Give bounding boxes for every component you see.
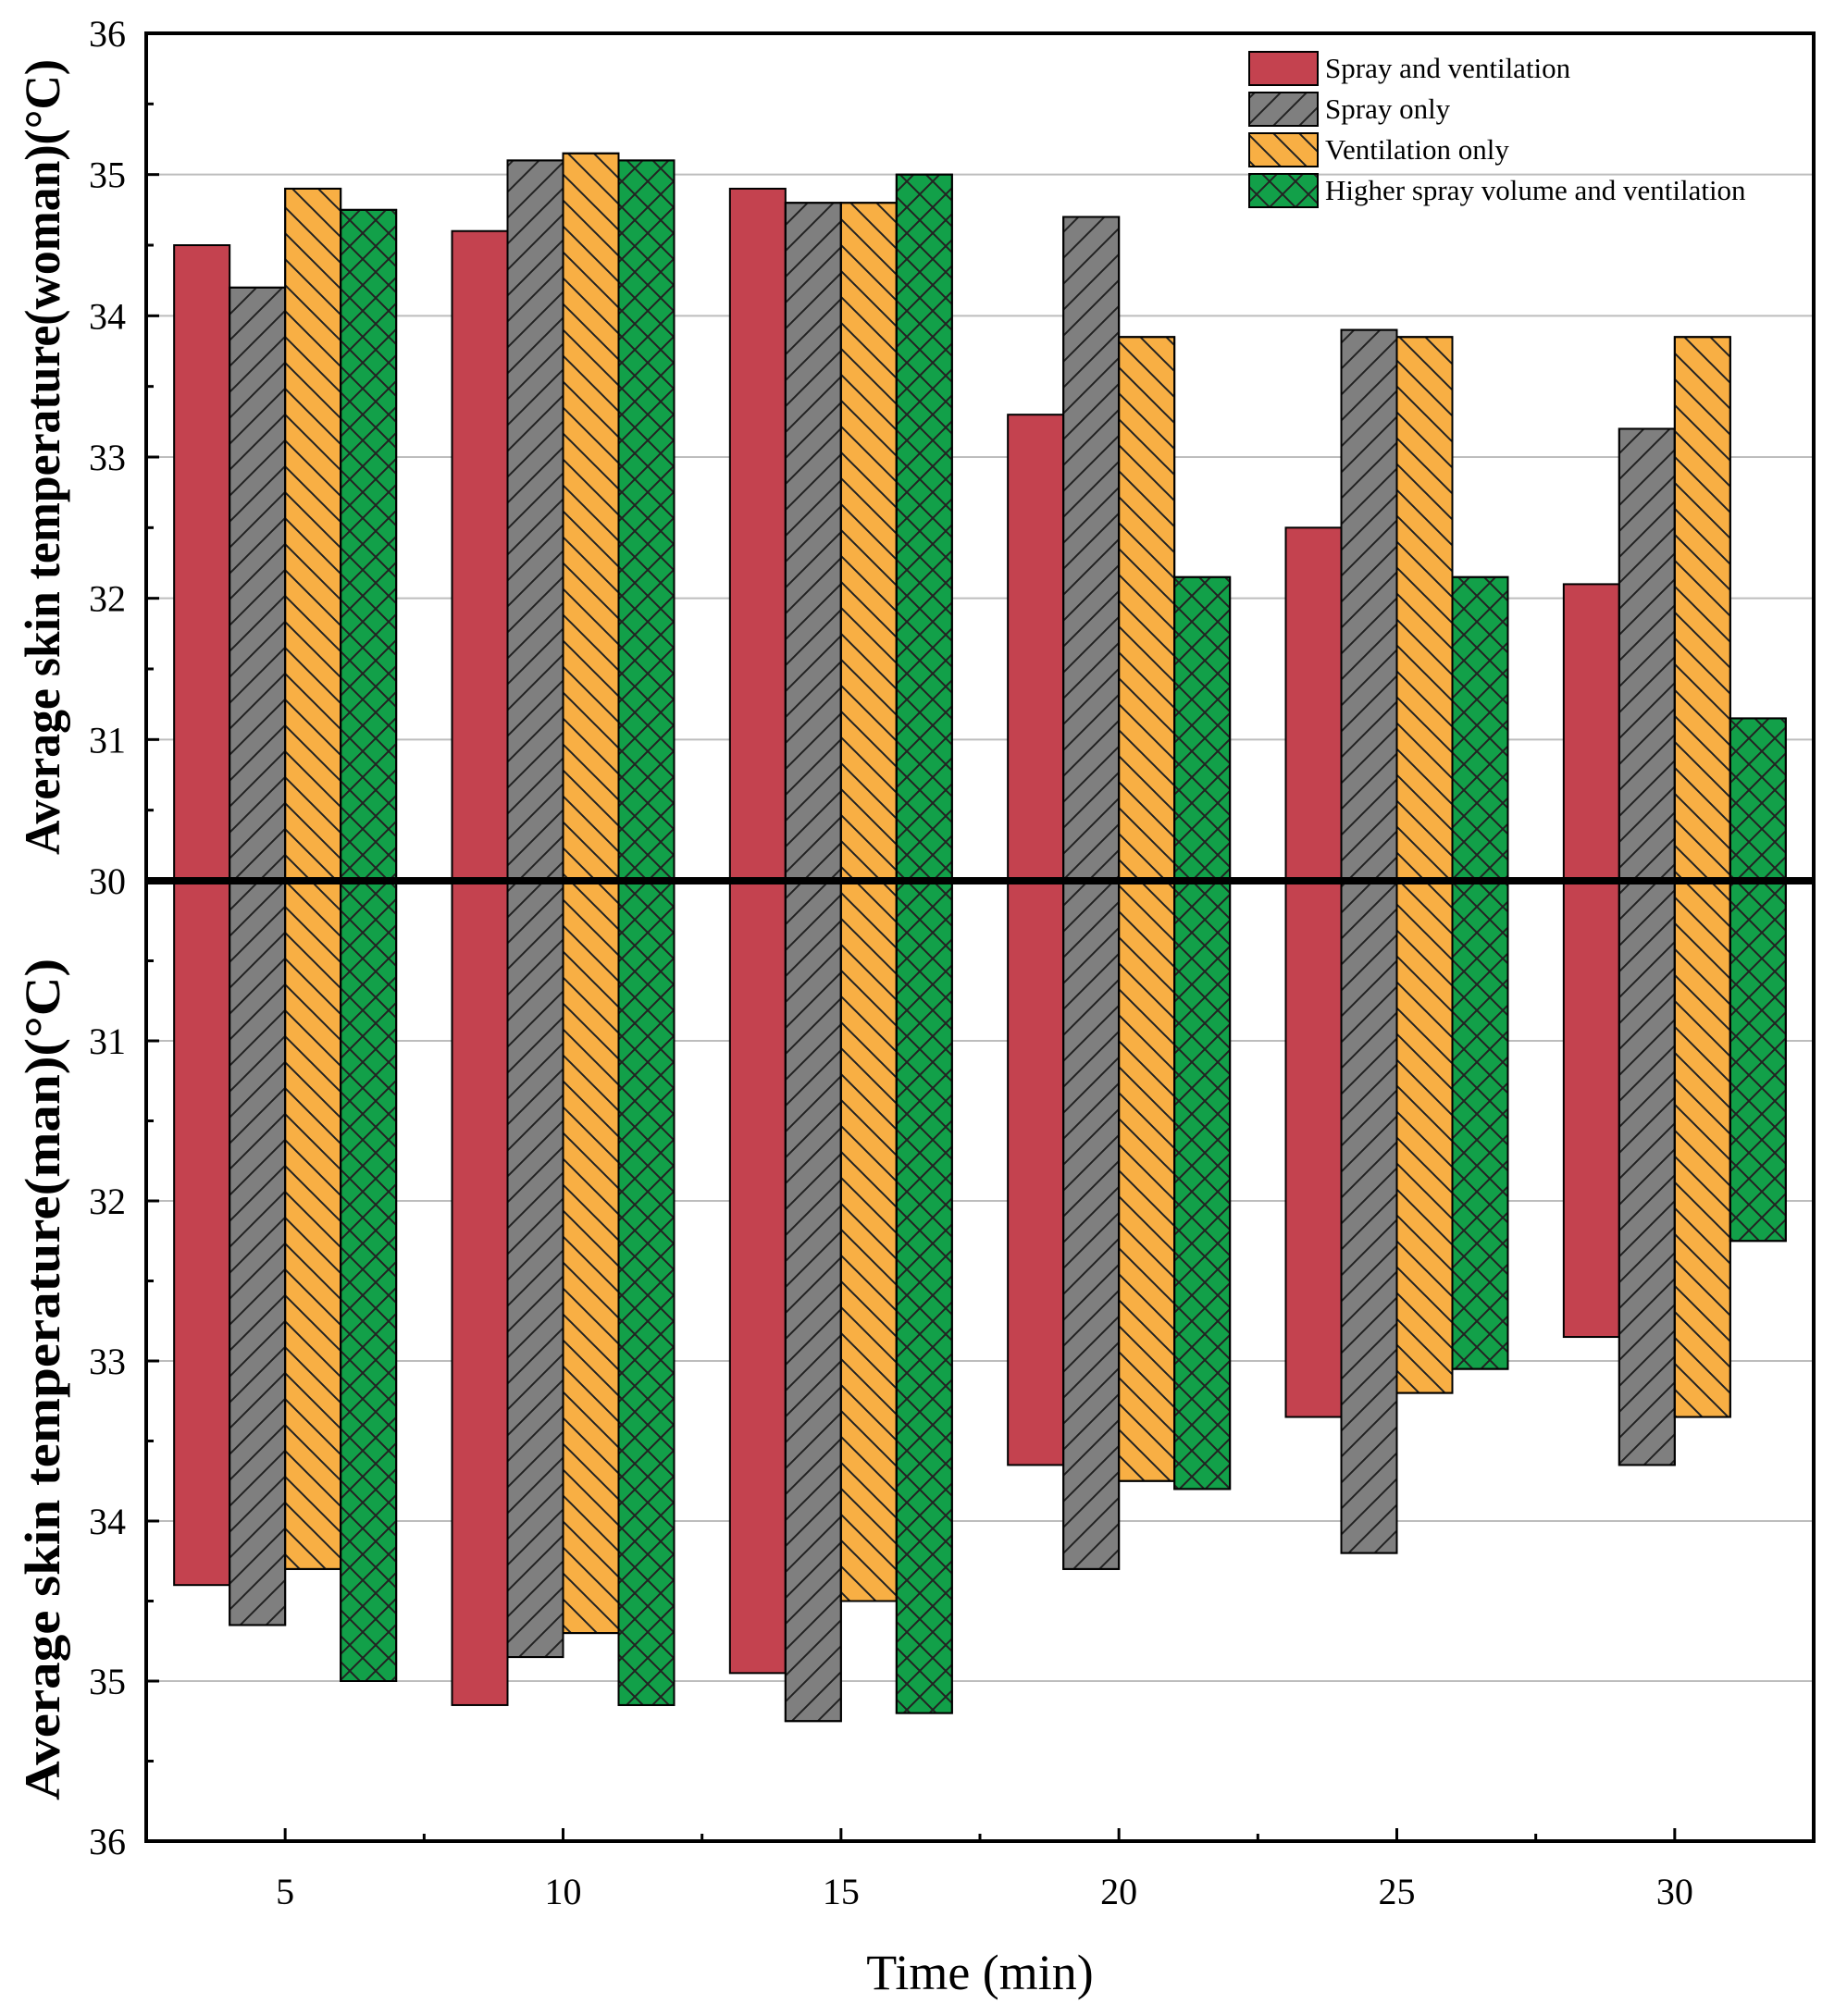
bar-woman [728, 187, 787, 882]
legend-swatch-hatch [1248, 173, 1319, 208]
bar-woman-hatch [562, 152, 620, 882]
bar-man-hatch [1062, 880, 1121, 1570]
y-axis-title-man: Average skin temperature(man)(°C) [15, 959, 70, 1800]
x-tick-label: 15 [823, 1871, 860, 1912]
legend-swatch-hatch [1248, 132, 1319, 167]
bar-woman-hatch [1729, 717, 1787, 883]
bar-man-hatch [1673, 880, 1731, 1418]
bar-woman-hatch [1118, 336, 1176, 882]
bar-man-hatch [1340, 880, 1398, 1554]
y-tick-label-man: 32 [89, 1181, 126, 1222]
legend: Spray and ventilation Spray only Ventilati… [1248, 51, 1746, 208]
bar-woman-hatch [1395, 336, 1454, 882]
y-axis-title-woman: Average skin temperature(woman)(°C) [15, 59, 70, 855]
bar-woman-hatch [1618, 427, 1676, 882]
x-tick-label: 25 [1379, 1871, 1416, 1912]
bar-woman [1007, 414, 1065, 882]
bar-woman-hatch [1673, 336, 1731, 882]
legend-label: Higher spray volume and ventilation [1325, 174, 1746, 206]
bar-man [1562, 880, 1620, 1339]
y-tick-label-woman: 31 [89, 719, 126, 761]
bar-man-hatch [562, 880, 620, 1635]
x-tick-label: 30 [1656, 1871, 1693, 1912]
y-tick-label-man: 36 [89, 1821, 126, 1862]
y-tick-label-woman: 34 [89, 295, 126, 337]
x-tick-label: 20 [1100, 1871, 1137, 1912]
bar-man-hatch [229, 880, 287, 1626]
bar-woman-hatch [895, 173, 953, 882]
bar-man-hatch [1618, 880, 1676, 1466]
bar-woman [1562, 583, 1620, 883]
bar-man-hatch [839, 880, 898, 1602]
bar-woman-hatch [1340, 328, 1398, 883]
bar-man [1007, 880, 1065, 1466]
bar-man [451, 880, 509, 1706]
legend-label: Spray and ventilation [1325, 52, 1571, 84]
bar-man-hatch [617, 880, 676, 1706]
bar-man-hatch [1173, 880, 1232, 1490]
bar-woman-hatch [506, 159, 564, 882]
bar-woman-hatch [617, 159, 676, 882]
legend-swatch-hatch [1248, 92, 1319, 127]
x-tick-label: 10 [545, 1871, 582, 1912]
y-tick-label-man: 35 [89, 1661, 126, 1702]
bar-man-hatch [1118, 880, 1176, 1482]
y-tick-label-woman: 32 [89, 578, 126, 620]
legend-label: Ventilation only [1325, 133, 1509, 166]
bar-woman-hatch [839, 202, 898, 882]
legend-swatch [1248, 51, 1319, 86]
y-tick-label-man: 34 [89, 1501, 126, 1542]
bar-woman-hatch [1062, 216, 1121, 882]
bar-man [173, 880, 231, 1587]
bar-man-hatch [284, 880, 342, 1570]
bar-woman-hatch [1451, 575, 1509, 882]
bar-man-hatch [784, 880, 842, 1723]
x-tick-label: 5 [276, 1871, 294, 1912]
x-axis-title: Time (min) [866, 1945, 1094, 2000]
tick-labels: 30 31 32 33 34 35 36 31 32 33 34 35 36 5 10 15 20 25 30 [89, 13, 1693, 1912]
bar-woman [173, 244, 231, 882]
bar-man-hatch [1451, 880, 1509, 1370]
y-tick-label-woman: 35 [89, 155, 126, 196]
y-tick-label-woman: 33 [89, 437, 126, 478]
bar-man-hatch [895, 880, 953, 1714]
y-tick-label-man: 31 [89, 1020, 126, 1062]
bar-man-hatch [506, 880, 564, 1659]
grid-lines [146, 173, 1814, 1682]
bar-woman-hatch [229, 286, 287, 882]
bars [173, 152, 1787, 1723]
bar-man-hatch [1729, 880, 1787, 1243]
bar-woman [1284, 526, 1343, 882]
y-tick-label-woman: 30 [89, 860, 126, 902]
bar-woman [451, 229, 509, 882]
bar-woman-hatch [784, 202, 842, 882]
bar-man [1284, 880, 1343, 1418]
bar-woman-hatch [340, 208, 398, 883]
bar-man-hatch [340, 880, 398, 1682]
axis-ticks [146, 31, 1677, 1843]
y-tick-label-woman: 36 [89, 13, 126, 55]
bar-man [728, 880, 787, 1675]
y-tick-label-man: 33 [89, 1341, 126, 1382]
bar-woman-hatch [1173, 575, 1232, 882]
bar-man-hatch [1395, 880, 1454, 1394]
bar-woman-hatch [284, 187, 342, 882]
legend-label: Spray only [1325, 93, 1451, 125]
